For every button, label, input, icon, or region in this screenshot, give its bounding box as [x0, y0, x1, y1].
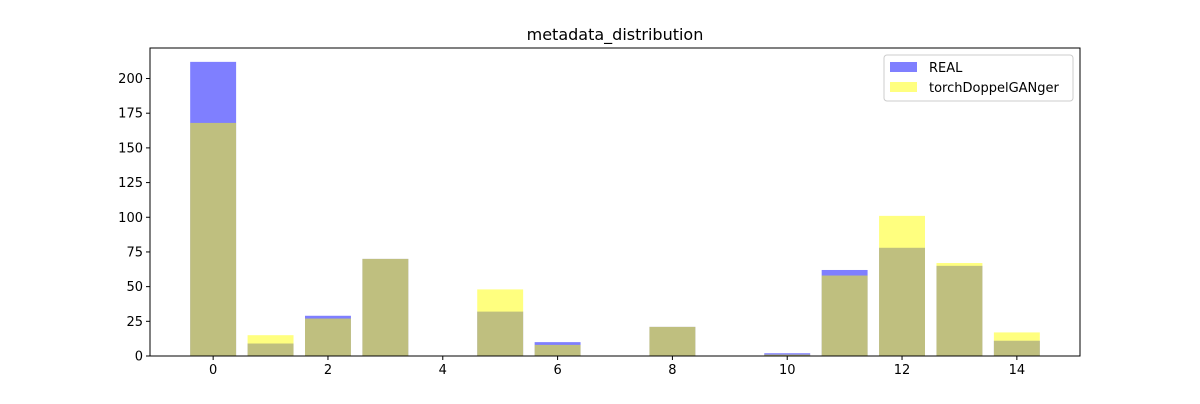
- y-tick-label-100: 100: [118, 211, 143, 226]
- legend-label-torchdoppelganger: torchDoppelGANger: [929, 81, 1060, 96]
- y-tick-label-200: 200: [118, 72, 143, 87]
- plot-frame: [149, 47, 1081, 357]
- bar-torchdoppelganger-0: [190, 122, 237, 357]
- bar-torchdoppelganger-12: [879, 215, 925, 356]
- x-tick-label-14: 14: [1009, 363, 1026, 378]
- bar-torchdoppelganger-10: [764, 354, 811, 356]
- bar-torchdoppelganger-1: [247, 335, 294, 356]
- bar-torchdoppelganger-2: [305, 318, 351, 356]
- x-tick-label-12: 12: [894, 363, 911, 378]
- x-tick-label-0: 0: [209, 363, 217, 378]
- chart-title: metadata_distribution: [527, 25, 704, 45]
- bar-torchdoppelganger-6: [534, 344, 581, 356]
- y-tick-label-125: 125: [118, 176, 143, 191]
- bar-torchdoppelganger-5: [477, 289, 524, 356]
- bars-layer: [190, 61, 1040, 357]
- bar-torchdoppelganger-3: [362, 258, 409, 356]
- x-tick-label-2: 2: [324, 363, 332, 378]
- y-tick-label-50: 50: [126, 280, 143, 295]
- y-tick-label-175: 175: [118, 107, 143, 122]
- bar-torchdoppelganger-8: [649, 326, 696, 356]
- y-tick-label-0: 0: [135, 350, 143, 365]
- legend: REAL torchDoppelGANger: [883, 54, 1074, 102]
- legend-label-real: REAL: [929, 61, 963, 76]
- x-tick-label-6: 6: [553, 363, 561, 378]
- legend-frame: [883, 54, 1074, 102]
- x-axis: 0 2 4 6 8 10 12 14: [209, 356, 1025, 378]
- y-tick-label-150: 150: [118, 141, 143, 156]
- y-tick-label-25: 25: [126, 315, 143, 330]
- x-tick-label-8: 8: [668, 363, 676, 378]
- bar-torchdoppelganger-13: [936, 263, 983, 356]
- bar-torchdoppelganger-14: [993, 332, 1040, 356]
- legend-swatch-real: [890, 62, 917, 72]
- y-axis: 0 25 50 75 100 125 150 175 200: [118, 72, 150, 365]
- legend-swatch-torchdoppelganger: [890, 82, 917, 92]
- x-tick-label-10: 10: [779, 363, 796, 378]
- y-tick-label-75: 75: [126, 245, 143, 260]
- bar-torchdoppelganger-11: [821, 275, 868, 356]
- x-tick-label-4: 4: [439, 363, 447, 378]
